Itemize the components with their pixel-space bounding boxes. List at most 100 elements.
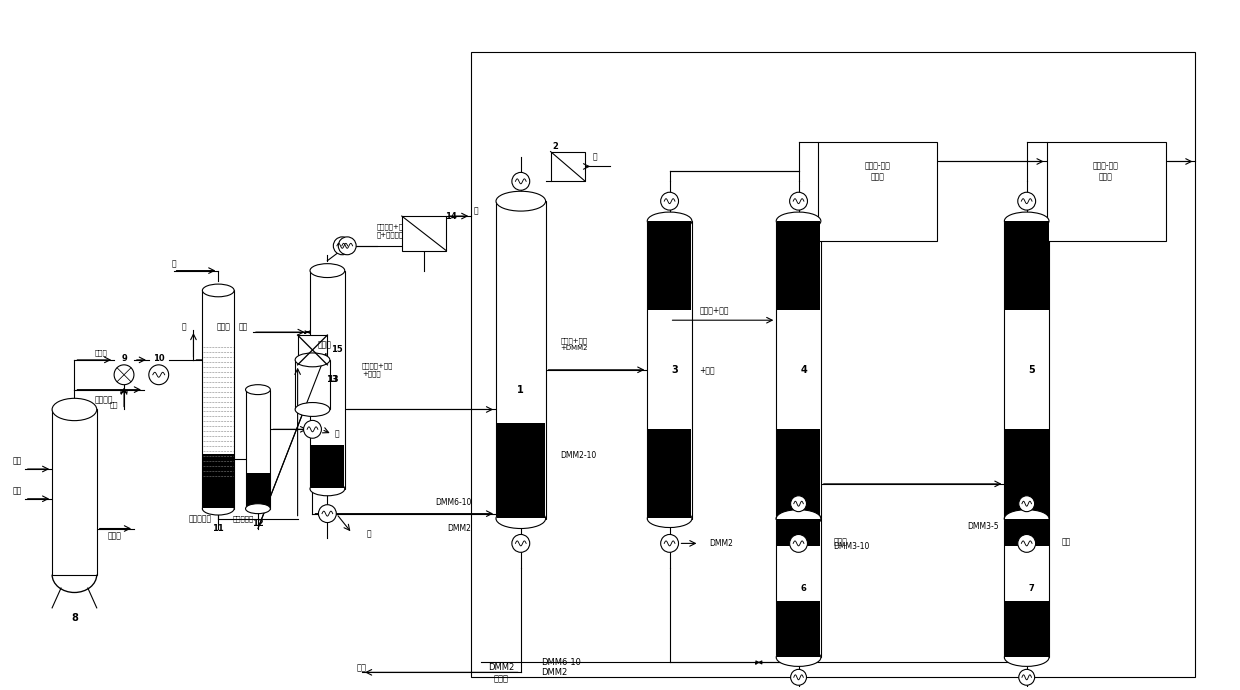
- Circle shape: [1019, 496, 1034, 512]
- Bar: [471, 52, 1195, 678]
- Text: 甲缩醛+甲醇: 甲缩醛+甲醇: [699, 306, 729, 315]
- Ellipse shape: [776, 510, 821, 528]
- Ellipse shape: [647, 510, 692, 528]
- Bar: [776, 519, 821, 658]
- Text: 10: 10: [153, 355, 165, 364]
- Circle shape: [661, 535, 678, 552]
- Bar: [310, 444, 345, 489]
- Circle shape: [339, 237, 356, 255]
- Bar: [776, 602, 821, 657]
- Bar: [310, 270, 345, 489]
- Bar: [298, 335, 327, 365]
- Circle shape: [790, 193, 807, 210]
- Bar: [246, 390, 270, 509]
- Text: 1: 1: [517, 384, 525, 395]
- Bar: [295, 360, 330, 409]
- Text: 水: 水: [367, 529, 372, 538]
- Ellipse shape: [295, 353, 330, 367]
- Text: 4: 4: [800, 365, 807, 375]
- Circle shape: [149, 365, 169, 385]
- Text: DMM6-10: DMM6-10: [541, 658, 580, 667]
- Text: 杂废气: 杂废气: [216, 323, 231, 332]
- Bar: [647, 428, 692, 518]
- Circle shape: [790, 535, 807, 552]
- Bar: [776, 428, 821, 518]
- Text: 氮气: 氮气: [109, 401, 118, 408]
- Text: 6: 6: [801, 584, 806, 593]
- Text: DMM6-10: DMM6-10: [435, 498, 471, 507]
- Circle shape: [1018, 535, 1035, 552]
- Ellipse shape: [1004, 212, 1049, 230]
- Text: 甲缩醛: 甲缩醛: [494, 675, 508, 684]
- Text: 甲缩醛: 甲缩醛: [833, 537, 847, 546]
- Bar: [1004, 221, 1049, 310]
- Text: 8: 8: [71, 613, 78, 623]
- Text: 水: 水: [335, 430, 340, 439]
- Circle shape: [791, 496, 806, 512]
- Bar: [246, 473, 270, 509]
- Circle shape: [1018, 193, 1035, 210]
- Text: DMM2: DMM2: [487, 663, 515, 672]
- Bar: [496, 423, 546, 518]
- Ellipse shape: [1004, 510, 1049, 528]
- Text: +甲醇: +甲醇: [699, 365, 715, 374]
- Ellipse shape: [1004, 649, 1049, 667]
- Text: DMM3-5: DMM3-5: [967, 522, 998, 531]
- Bar: [1004, 519, 1049, 658]
- Bar: [776, 221, 821, 310]
- Bar: [402, 216, 446, 250]
- Text: 水: 水: [171, 259, 176, 268]
- Text: 5: 5: [1028, 365, 1035, 375]
- Text: 甲缩醛: 甲缩醛: [317, 340, 331, 350]
- Bar: [1047, 141, 1166, 241]
- Text: 9: 9: [122, 355, 126, 364]
- Text: 甲醇: 甲醇: [1061, 537, 1070, 546]
- Text: 混合气: 混合气: [94, 350, 107, 356]
- Text: 7: 7: [1029, 584, 1034, 593]
- Text: 水: 水: [593, 152, 598, 161]
- Text: 水: 水: [181, 323, 186, 332]
- Text: 甲缩醛+甲醇
+DMM2: 甲缩醛+甲醇 +DMM2: [560, 337, 588, 351]
- Ellipse shape: [246, 385, 270, 395]
- Text: 水: 水: [474, 206, 479, 215]
- Text: 甲醇水溶液: 甲醇水溶液: [233, 515, 254, 522]
- Text: 甲醇: 甲醇: [238, 323, 248, 332]
- Bar: [1004, 221, 1049, 519]
- Ellipse shape: [310, 482, 345, 496]
- Text: 甲醇: 甲醇: [357, 663, 367, 672]
- Text: DMM3-10: DMM3-10: [833, 542, 869, 551]
- Circle shape: [512, 172, 529, 190]
- Ellipse shape: [496, 191, 546, 211]
- Ellipse shape: [496, 509, 546, 529]
- Bar: [776, 221, 821, 519]
- Circle shape: [661, 193, 678, 210]
- Text: 3: 3: [671, 365, 678, 375]
- Ellipse shape: [647, 212, 692, 230]
- Text: 甲缩醛-甲醇
共沸忱: 甲缩醛-甲醇 共沸忱: [1094, 161, 1118, 181]
- Bar: [202, 290, 234, 509]
- Text: DMM2-10: DMM2-10: [560, 451, 596, 460]
- Text: DMM2: DMM2: [709, 539, 733, 548]
- Bar: [1004, 519, 1049, 546]
- Ellipse shape: [202, 502, 234, 515]
- Ellipse shape: [295, 402, 330, 417]
- Text: 蒸汽: 蒸汽: [12, 486, 21, 495]
- Ellipse shape: [1004, 510, 1049, 528]
- Ellipse shape: [776, 510, 821, 528]
- Bar: [1004, 602, 1049, 657]
- Ellipse shape: [776, 649, 821, 667]
- Circle shape: [304, 420, 321, 438]
- Text: 13: 13: [327, 375, 339, 384]
- Ellipse shape: [52, 398, 97, 421]
- Ellipse shape: [310, 264, 345, 277]
- Text: 甲醇混合气: 甲醇混合气: [188, 514, 212, 523]
- Text: 2: 2: [553, 142, 558, 151]
- Text: 13: 13: [326, 375, 339, 384]
- Circle shape: [319, 504, 336, 522]
- Text: 14: 14: [445, 212, 458, 221]
- Bar: [647, 221, 692, 519]
- Bar: [203, 453, 233, 508]
- Text: 三聚甲醛+甲醇
+微量水: 三聚甲醛+甲醇 +微量水: [362, 363, 393, 377]
- Bar: [496, 201, 546, 519]
- Text: 冷却水: 冷却水: [107, 531, 122, 540]
